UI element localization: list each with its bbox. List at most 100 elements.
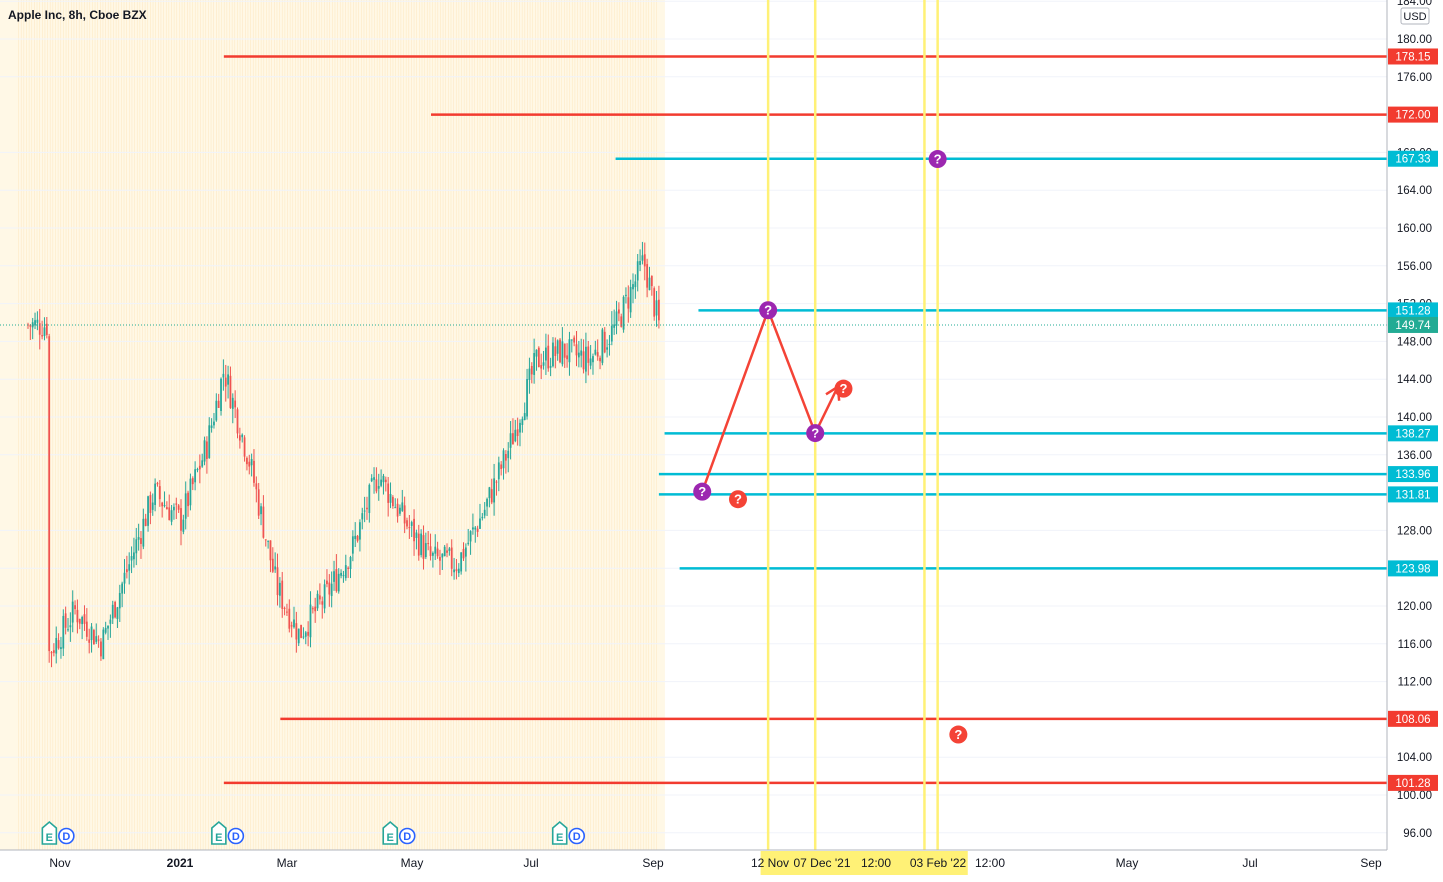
candle-body xyxy=(297,628,300,644)
candle-body xyxy=(264,539,267,541)
dividend-label: D xyxy=(573,831,581,843)
time-highlight-label: 12:00 xyxy=(975,856,1005,870)
candle-body xyxy=(559,339,561,363)
level-badge xyxy=(1388,774,1438,791)
candle-body xyxy=(406,520,408,527)
dividend-icon xyxy=(227,827,245,845)
candle-body xyxy=(31,322,34,328)
candle-body xyxy=(502,450,505,469)
question-mark-glyph: ? xyxy=(934,152,942,167)
candle-body xyxy=(311,608,314,610)
level-badge-text: 131.81 xyxy=(1395,489,1430,501)
candle-body xyxy=(109,619,112,624)
candle-body xyxy=(76,609,79,623)
candle-body xyxy=(377,486,380,489)
candle-body xyxy=(587,346,590,363)
candle-body xyxy=(288,608,291,629)
candle-body xyxy=(648,277,651,291)
candle-body xyxy=(67,629,69,631)
dividend-icon xyxy=(58,827,75,845)
candle-body xyxy=(133,552,135,560)
candle-body xyxy=(479,518,481,529)
candle-body xyxy=(64,613,67,628)
price-tick-label: 144.00 xyxy=(1397,374,1432,386)
candle-body xyxy=(394,507,397,509)
candle-body xyxy=(85,621,88,637)
price-tick-label: 164.00 xyxy=(1397,185,1432,197)
time-highlight-label: 03 Feb '22 xyxy=(910,856,967,870)
candle-body xyxy=(203,440,206,462)
candle-body xyxy=(128,564,131,571)
level-badge-text: 123.98 xyxy=(1395,563,1430,575)
candle-body xyxy=(93,630,95,645)
candle-body xyxy=(424,543,427,558)
candle-body xyxy=(121,583,124,594)
candle-body xyxy=(495,481,498,483)
candle-body xyxy=(573,337,576,343)
time-highlight-label: 12 Nov xyxy=(751,856,789,870)
candle-body xyxy=(636,261,639,281)
candle-body xyxy=(69,625,72,628)
candle-body xyxy=(533,353,536,375)
candle-body xyxy=(472,527,474,530)
candle-body xyxy=(250,459,253,466)
candle-body xyxy=(323,584,326,609)
candle-body xyxy=(410,522,413,526)
candle-body xyxy=(347,567,350,570)
candle-body xyxy=(490,489,493,503)
candle-body xyxy=(641,255,644,261)
price-tick-label: 120.00 xyxy=(1397,601,1432,613)
candle-body xyxy=(566,355,568,360)
candle-body xyxy=(375,479,378,492)
candle-body xyxy=(286,611,288,613)
candle-body xyxy=(328,582,331,595)
candle-body xyxy=(399,507,401,514)
candle-body xyxy=(170,510,173,522)
candle-body xyxy=(293,619,295,628)
candle-body xyxy=(194,469,197,483)
time-tick-label: May xyxy=(401,856,424,870)
question-mark-glyph: ? xyxy=(734,492,742,507)
candle-body xyxy=(177,505,180,510)
candle-body xyxy=(333,571,335,582)
last-price-badge-text: 149.74 xyxy=(1395,320,1431,332)
candle-body xyxy=(594,349,597,355)
candle-body xyxy=(125,569,128,573)
candle-body xyxy=(545,347,547,361)
candle-body xyxy=(253,460,255,483)
candle-body xyxy=(552,342,554,367)
candle-body xyxy=(622,296,625,330)
candle-body xyxy=(130,556,133,561)
candle-body xyxy=(413,518,415,542)
candle-body xyxy=(603,331,606,353)
candle-body xyxy=(147,496,149,526)
candle-body xyxy=(220,378,222,411)
candle-body xyxy=(224,377,227,387)
price-tick-label: 104.00 xyxy=(1397,752,1432,764)
currency-box xyxy=(1400,7,1430,25)
candle-body xyxy=(229,375,232,408)
candle-body xyxy=(302,636,305,638)
candle-body xyxy=(391,496,394,507)
candle-body xyxy=(208,425,211,459)
candle-body xyxy=(387,483,390,503)
price-tick-label: 116.00 xyxy=(1398,639,1432,651)
candle-body xyxy=(643,254,646,267)
question-mark-glyph: ? xyxy=(839,381,847,396)
time-tick-label: May xyxy=(1116,856,1139,870)
candle-body xyxy=(234,400,237,408)
candle-body xyxy=(45,323,48,335)
candle-body xyxy=(601,329,604,363)
candle-body xyxy=(300,624,302,638)
time-tick-label: Mar xyxy=(277,856,298,870)
candle-body xyxy=(262,506,265,538)
candle-body xyxy=(62,615,65,649)
candle-body xyxy=(201,460,204,467)
candle-body xyxy=(52,650,55,653)
candle-body xyxy=(173,506,175,511)
candle-body xyxy=(156,483,159,485)
candle-body xyxy=(71,601,74,623)
candle-body xyxy=(267,540,270,542)
